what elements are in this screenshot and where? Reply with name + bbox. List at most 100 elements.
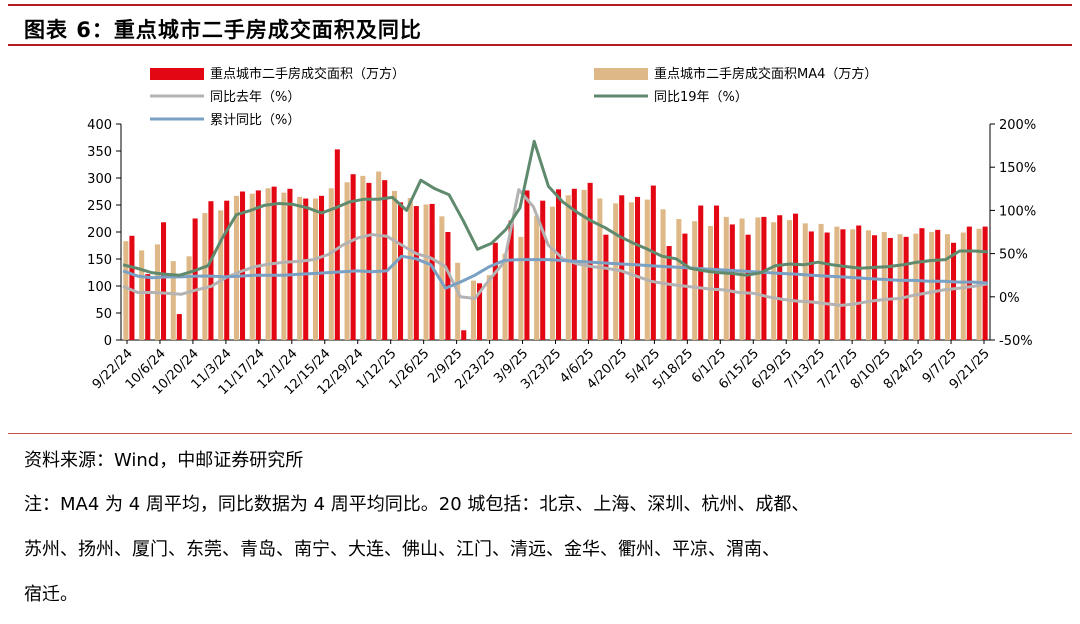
left-tick-label: 0 bbox=[104, 334, 112, 349]
bar-ma4 bbox=[597, 198, 603, 340]
right-tick-label: 200% bbox=[999, 118, 1036, 133]
bar-area bbox=[540, 200, 546, 340]
bar-area bbox=[793, 213, 799, 340]
bar-area bbox=[287, 188, 293, 340]
bar-area bbox=[840, 229, 846, 340]
left-tick-label: 300 bbox=[87, 172, 112, 187]
bar-ma4 bbox=[692, 221, 698, 340]
bar-ma4 bbox=[123, 241, 129, 340]
bar-area bbox=[192, 218, 198, 340]
left-tick-label: 350 bbox=[87, 145, 112, 160]
bar-ma4 bbox=[865, 230, 871, 340]
bar-ma4 bbox=[897, 234, 903, 340]
right-tick-label: 0% bbox=[999, 291, 1020, 306]
bar-ma4 bbox=[739, 218, 745, 340]
bar-ma4 bbox=[786, 220, 792, 340]
bar-area bbox=[666, 246, 672, 340]
note-line-3: 宿迁。 bbox=[24, 584, 78, 605]
left-tick-label: 50 bbox=[95, 307, 112, 322]
line-yoy-last-year bbox=[122, 188, 989, 307]
legend-swatch-area bbox=[150, 68, 204, 80]
bar-area bbox=[492, 242, 498, 340]
bar-area bbox=[319, 195, 325, 340]
legend-swatch-ma4 bbox=[594, 68, 648, 80]
bar-ma4 bbox=[723, 216, 729, 340]
bar-ma4 bbox=[470, 280, 476, 340]
top-rule bbox=[8, 4, 1072, 6]
bar-ma4 bbox=[660, 209, 666, 340]
bar-ma4 bbox=[929, 232, 935, 340]
bar-area bbox=[935, 229, 941, 340]
right-tick-label: -50% bbox=[999, 334, 1033, 349]
bar-ma4 bbox=[834, 226, 840, 340]
bar-ma4 bbox=[913, 233, 919, 340]
bar-ma4 bbox=[707, 226, 713, 340]
legend-label-yoy-19: 同比19年（%） bbox=[654, 90, 748, 105]
bar-area bbox=[350, 174, 356, 340]
bar-area bbox=[461, 330, 467, 340]
left-tick-label: 400 bbox=[87, 118, 112, 133]
bar-area bbox=[129, 235, 135, 340]
bar-area bbox=[524, 190, 530, 340]
bar-area bbox=[650, 185, 656, 340]
bar-area bbox=[161, 222, 167, 340]
source-text: 资料来源：Wind，中邮证券研究所 bbox=[24, 450, 304, 471]
bar-ma4 bbox=[455, 262, 461, 340]
legend: 重点城市二手房成交面积（万方） 重点城市二手房成交面积MA4（万方） 同比去年（… bbox=[150, 66, 877, 128]
bar-area bbox=[872, 235, 878, 340]
bar-area bbox=[619, 195, 625, 340]
bar-area bbox=[951, 242, 957, 340]
bar-area bbox=[777, 215, 783, 340]
bar-ma4 bbox=[486, 275, 492, 340]
bar-area bbox=[556, 189, 562, 340]
bar-area bbox=[398, 202, 404, 340]
bar-area bbox=[635, 196, 641, 340]
bar-ma4 bbox=[297, 196, 303, 340]
bar-area bbox=[145, 274, 151, 340]
line-cumulative bbox=[122, 254, 989, 290]
bar-ma4 bbox=[344, 182, 350, 340]
bar-area bbox=[887, 237, 893, 340]
bar-area bbox=[603, 234, 609, 340]
bar-area bbox=[224, 200, 230, 340]
bar-area bbox=[303, 198, 309, 340]
bar-area bbox=[477, 283, 483, 340]
title-rule bbox=[8, 44, 1072, 46]
bar-ma4 bbox=[549, 206, 555, 340]
bar-ma4 bbox=[628, 202, 634, 340]
chart: 重点城市二手房成交面积（万方） 重点城市二手房成交面积MA4（万方） 同比去年（… bbox=[87, 66, 1036, 398]
bar-area bbox=[366, 182, 372, 340]
line-yoy-19 bbox=[122, 139, 989, 277]
bar-area bbox=[761, 216, 767, 340]
bar-ma4 bbox=[613, 203, 619, 340]
bar-ma4 bbox=[644, 199, 650, 340]
bar-area bbox=[745, 234, 751, 340]
legend-label-area: 重点城市二手房成交面积（万方） bbox=[210, 66, 405, 82]
bar-ma4 bbox=[534, 215, 540, 340]
legend-label-ma4: 重点城市二手房成交面积MA4（万方） bbox=[654, 66, 877, 82]
note-line-1: 注：MA4 为 4 周平均，同比数据为 4 周平均同比。20 城包括：北京、上海… bbox=[24, 494, 810, 515]
bar-ma4 bbox=[676, 219, 682, 340]
bar-area bbox=[334, 149, 340, 340]
bar-ma4 bbox=[328, 188, 334, 340]
legend-label-cumulative: 累计同比（%） bbox=[210, 113, 300, 128]
right-tick-label: 150% bbox=[999, 161, 1036, 176]
bar-area bbox=[508, 220, 514, 340]
bar-area bbox=[824, 232, 830, 340]
bar-area bbox=[808, 231, 814, 340]
bar-ma4 bbox=[518, 236, 524, 340]
bar-ma4 bbox=[850, 229, 856, 340]
bar-ma4 bbox=[818, 223, 824, 340]
footer-rule bbox=[8, 433, 1072, 434]
plot-area: 0 50 100 150 200 250 300 350 400 -50% 0% 50% 100% 150… bbox=[87, 118, 1036, 398]
bar-ma4 bbox=[233, 195, 239, 340]
bar-ma4 bbox=[360, 175, 366, 340]
left-tick-label: 200 bbox=[87, 226, 112, 241]
right-tick-label: 100% bbox=[999, 204, 1036, 219]
bar-ma4 bbox=[281, 192, 287, 340]
bar-ma4 bbox=[391, 190, 397, 340]
bar-area bbox=[698, 205, 704, 340]
bar-ma4 bbox=[881, 232, 887, 340]
right-tick-label: 50% bbox=[999, 248, 1028, 263]
bar-ma4 bbox=[376, 171, 382, 340]
